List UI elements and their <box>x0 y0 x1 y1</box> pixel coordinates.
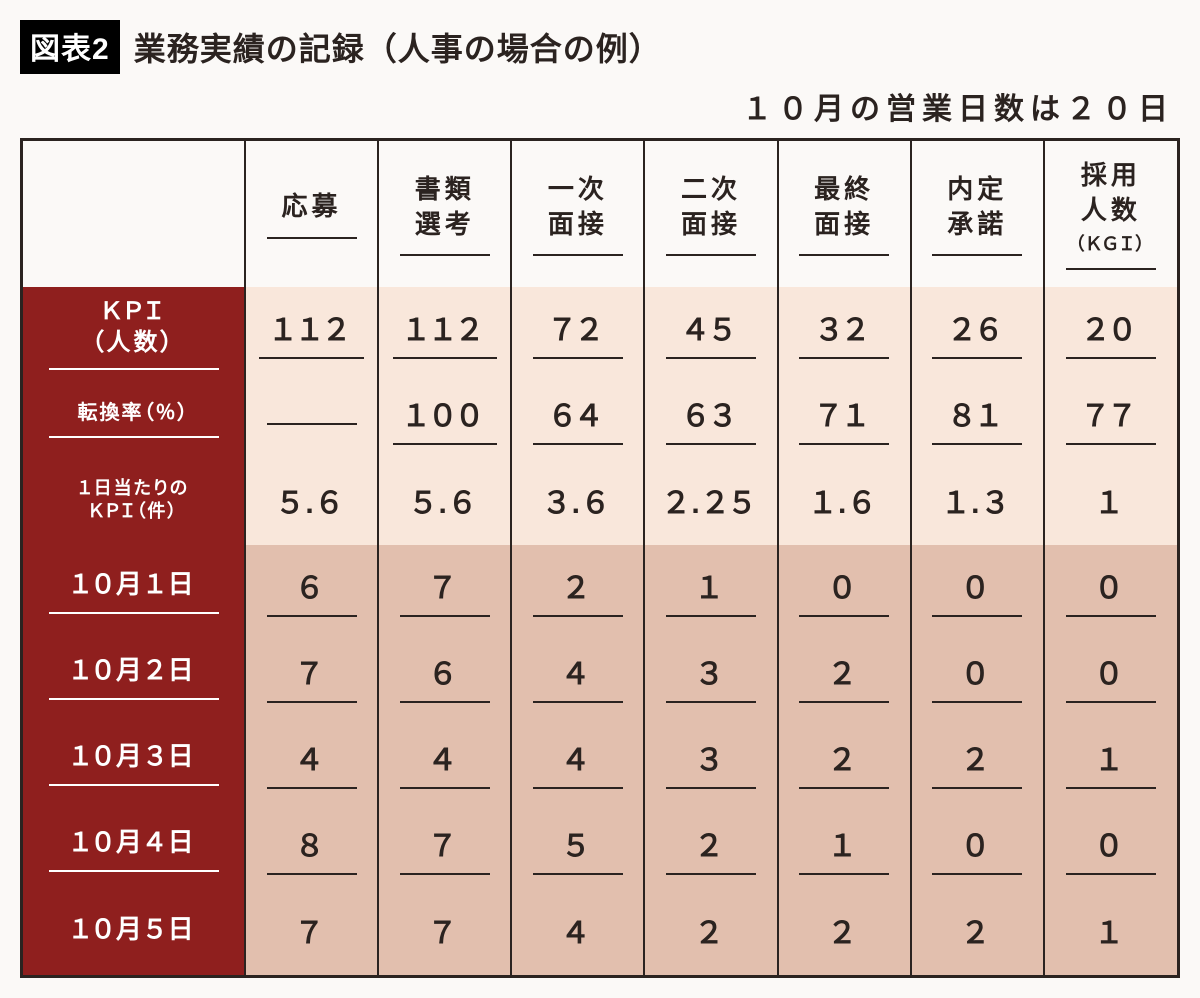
table-cell: ８１ <box>911 373 1044 459</box>
table-cell: ７ <box>378 803 511 889</box>
table-cell: ７ <box>378 545 511 631</box>
table-cell: １ <box>1044 717 1177 803</box>
table-cell: ８ <box>245 803 378 889</box>
table-cell: ３ <box>644 631 777 717</box>
table-corner-cell <box>23 141 245 287</box>
table-cell: ４５ <box>644 287 777 373</box>
table-header-cell: 最終面接 <box>778 141 911 287</box>
table-cell: ２ <box>644 803 777 889</box>
table-cell: １１２ <box>378 287 511 373</box>
row-label-cell: １０月２日 <box>23 631 245 717</box>
table-header-cell: 書類選考 <box>378 141 511 287</box>
table-cell: ０ <box>911 631 1044 717</box>
table-cell: ２ <box>511 545 644 631</box>
table-cell: ３２ <box>778 287 911 373</box>
table-cell: １ <box>1044 459 1177 545</box>
kpi-table-wrap: 応募書類選考一次面接二次面接最終面接内定承諾採用人数（ＫＧＩ） ＫＰＩ（人数）１… <box>20 138 1180 978</box>
table-cell: ７２ <box>511 287 644 373</box>
table-cell: ０ <box>1044 803 1177 889</box>
row-label-cell: １０月３日 <box>23 717 245 803</box>
figure-heading: 図表2 業務実績の記録（人事の場合の例） <box>20 20 1180 74</box>
table-cell: ０ <box>911 803 1044 889</box>
table-cell: ５ <box>511 803 644 889</box>
table-cell: ７ <box>378 889 511 975</box>
table-cell: ６ <box>245 545 378 631</box>
table-cell: ７１ <box>778 373 911 459</box>
table-cell: ０ <box>911 545 1044 631</box>
row-label-cell: １日当たりのＫＰＩ（件） <box>23 459 245 545</box>
table-header-row: 応募書類選考一次面接二次面接最終面接内定承諾採用人数（ＫＧＩ） <box>23 141 1177 287</box>
table-cell: ４ <box>378 717 511 803</box>
table-cell: ３.６ <box>511 459 644 545</box>
table-cell: １ <box>1044 889 1177 975</box>
table-row: １０月２日７６４３２００ <box>23 631 1177 717</box>
row-label-cell: １０月１日 <box>23 545 245 631</box>
table-cell: ６３ <box>644 373 777 459</box>
figure-title: 業務実績の記録（人事の場合の例） <box>134 24 662 70</box>
table-row: １０月３日４４４３２２１ <box>23 717 1177 803</box>
table-cell <box>245 373 378 459</box>
table-cell: ２６ <box>911 287 1044 373</box>
table-cell: ２ <box>911 889 1044 975</box>
table-cell: ５.６ <box>378 459 511 545</box>
table-cell: ２.２５ <box>644 459 777 545</box>
table-header-cell: 応募 <box>245 141 378 287</box>
table-header-cell: 二次面接 <box>644 141 777 287</box>
table-cell: ４ <box>511 717 644 803</box>
table-cell: ０ <box>1044 631 1177 717</box>
table-cell: ２ <box>778 717 911 803</box>
table-body: ＫＰＩ（人数）１１２１１２７２４５３２２６２０転換率（％）１００６４６３７１８１… <box>23 287 1177 975</box>
table-cell: ５.６ <box>245 459 378 545</box>
table-row: １日当たりのＫＰＩ（件）５.６５.６３.６２.２５１.６１.３１ <box>23 459 1177 545</box>
table-cell: ０ <box>1044 545 1177 631</box>
table-cell: １ <box>644 545 777 631</box>
row-label-cell: １０月４日 <box>23 803 245 889</box>
table-cell: ７ <box>245 631 378 717</box>
table-cell: ２ <box>911 717 1044 803</box>
table-cell: ７７ <box>1044 373 1177 459</box>
table-cell: ４ <box>511 631 644 717</box>
table-cell: １００ <box>378 373 511 459</box>
table-header-cell: 一次面接 <box>511 141 644 287</box>
table-cell: １.６ <box>778 459 911 545</box>
table-cell: ４ <box>511 889 644 975</box>
table-row: ＫＰＩ（人数）１１２１１２７２４５３２２６２０ <box>23 287 1177 373</box>
table-cell: ２０ <box>1044 287 1177 373</box>
table-header-cell: 内定承諾 <box>911 141 1044 287</box>
table-cell: ４ <box>245 717 378 803</box>
row-label-cell: １０月５日 <box>23 889 245 975</box>
table-header-cell: 採用人数（ＫＧＩ） <box>1044 141 1177 287</box>
table-cell: １ <box>778 803 911 889</box>
table-cell: ２ <box>778 631 911 717</box>
figure-subtitle: １０月の営業日数は２０日 <box>20 84 1174 128</box>
table-row: １０月５日７７４２２２１ <box>23 889 1177 975</box>
table-cell: ７ <box>245 889 378 975</box>
table-row: 転換率（％） １００６４６３７１８１７７ <box>23 373 1177 459</box>
table-cell: ２ <box>644 889 777 975</box>
table-cell: １.３ <box>911 459 1044 545</box>
table-cell: ６ <box>378 631 511 717</box>
row-label-cell: ＫＰＩ（人数） <box>23 287 245 373</box>
table-cell: ６４ <box>511 373 644 459</box>
table-cell: ０ <box>778 545 911 631</box>
row-label-cell: 転換率（％） <box>23 373 245 459</box>
kpi-table: 応募書類選考一次面接二次面接最終面接内定承諾採用人数（ＫＧＩ） ＫＰＩ（人数）１… <box>23 141 1177 975</box>
figure-badge: 図表2 <box>20 20 120 74</box>
table-cell: ３ <box>644 717 777 803</box>
table-cell: １１２ <box>245 287 378 373</box>
table-row: １０月１日６７２１０００ <box>23 545 1177 631</box>
table-cell: ２ <box>778 889 911 975</box>
table-row: １０月４日８７５２１００ <box>23 803 1177 889</box>
